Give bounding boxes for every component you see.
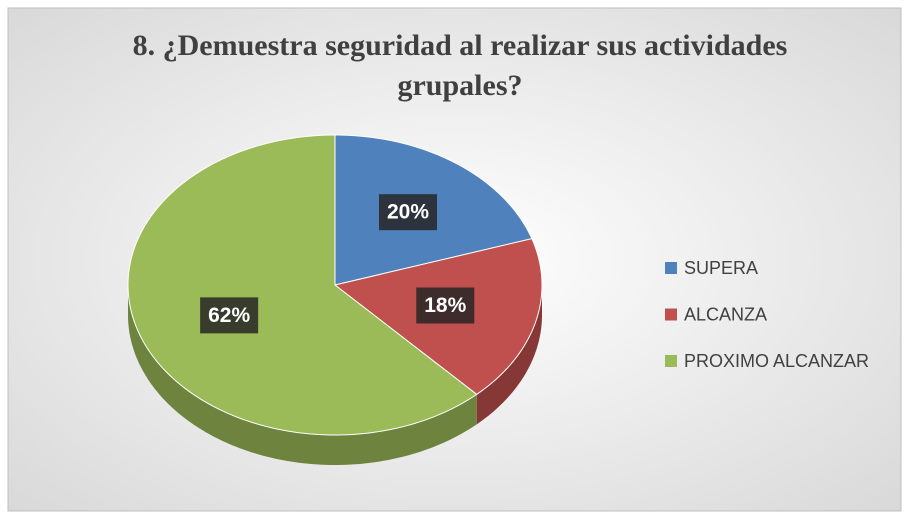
slice xyxy=(127,134,478,436)
legend-label: ALCANZA xyxy=(684,304,767,324)
legend-swatch xyxy=(665,355,677,367)
data-label-box xyxy=(416,287,475,324)
data-label: 20% xyxy=(387,201,429,224)
legend-swatch xyxy=(665,308,677,321)
data-label: 18% xyxy=(424,294,466,317)
data-label: 62% xyxy=(208,304,250,327)
legend-swatch xyxy=(665,262,677,274)
data-label-box xyxy=(200,297,259,334)
chart-title: 8. ¿Demuestra seguridad al realizar sus … xyxy=(132,29,788,102)
slice-side xyxy=(128,285,477,465)
slice-side xyxy=(476,285,542,425)
legend-label: SUPERA xyxy=(684,258,758,278)
data-label-box xyxy=(379,194,438,231)
legend-label: PROXIMO ALCANZAR xyxy=(684,351,869,371)
